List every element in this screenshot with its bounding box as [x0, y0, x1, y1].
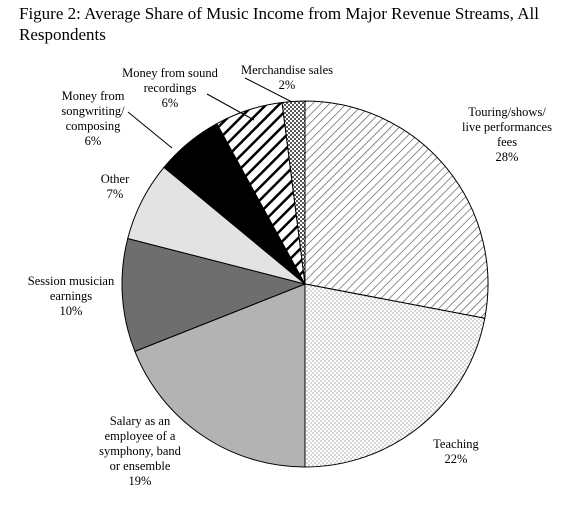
slice-label-3: Session musician earnings 10%	[28, 274, 115, 318]
slice-label-line: songwriting/	[61, 104, 125, 118]
slice-label-line: or ensemble	[110, 459, 171, 473]
pie-slice-7	[281, 100, 306, 285]
slice-value-label: 6%	[162, 96, 179, 110]
slice-value-label: 7%	[107, 187, 124, 201]
slice-value-label: 19%	[129, 474, 152, 488]
slice-label-line: fees	[497, 135, 517, 149]
slice-label-line: Merchandise sales	[241, 63, 333, 77]
slice-value-label: 2%	[279, 78, 296, 92]
slice-value-label: 6%	[85, 134, 102, 148]
slice-label-line: live performances	[462, 120, 552, 134]
slice-label-7: Merchandise sales 2%	[241, 63, 333, 92]
slice-label-0: Touring/shows/live performances fees 28%	[462, 105, 552, 164]
slice-label-line: earnings	[50, 289, 92, 303]
slice-label-1: Teaching 22%	[433, 437, 479, 466]
leader-line-6	[206, 93, 255, 121]
slice-value-label: 28%	[496, 150, 519, 164]
slice-label-line: recordings	[144, 81, 197, 95]
slice-label-line: symphony, band	[99, 444, 182, 458]
slice-label-line: Money from sound	[122, 66, 219, 80]
slice-label-2: Salary as an employee of a symphony, band o…	[99, 414, 182, 488]
slice-label-6: Money from sound recordings 6%	[122, 66, 219, 110]
slice-label-line: Session musician	[28, 274, 115, 288]
slice-label-line: Teaching	[433, 437, 479, 451]
chart-title: Figure 2: Average Share of Music Income …	[19, 4, 539, 44]
slice-label-4: Other 7%	[101, 172, 130, 201]
slice-value-label: 10%	[60, 304, 83, 318]
leader-line-5	[127, 111, 173, 149]
pie-slice-2	[134, 283, 306, 468]
slice-value-label: 22%	[445, 452, 468, 466]
slice-label-line: Touring/shows/	[468, 105, 546, 119]
slice-label-line: Other	[101, 172, 130, 186]
pie-slice-1	[304, 283, 486, 468]
pie-slice-3	[121, 237, 307, 353]
slice-label-line: employee of a	[105, 429, 176, 443]
slice-label-line: composing	[66, 119, 122, 133]
slice-label-line: Salary as an	[110, 414, 171, 428]
slice-label-5: Money from songwriting/composing 6%	[61, 89, 125, 148]
leader-line-7	[244, 77, 293, 103]
pie-slice-0	[304, 100, 489, 319]
slice-label-line: Money from	[62, 89, 125, 103]
